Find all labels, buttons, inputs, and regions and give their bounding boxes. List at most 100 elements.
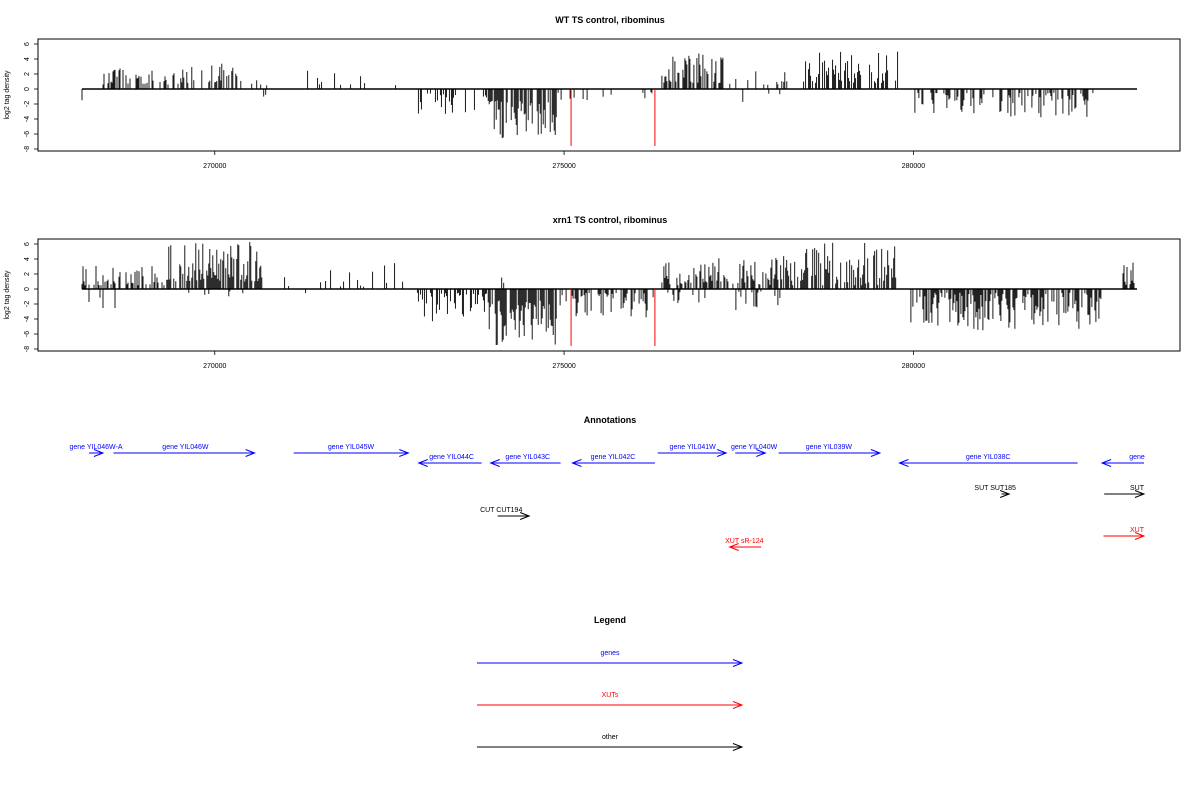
wt-y-axis: 6 4 2 0 -2 -4 -6 -8 bbox=[24, 42, 38, 152]
annotation-feature: XUT sR-124 bbox=[725, 538, 764, 551]
annotation-label: gene YIL042C bbox=[591, 454, 636, 461]
xrn1-y-axis-label: log2 tag density bbox=[4, 270, 11, 320]
feature-arrowhead bbox=[1134, 490, 1146, 498]
feature-arrowhead bbox=[732, 743, 744, 751]
y-tick-label: 2 bbox=[24, 272, 31, 276]
feature-arrowhead bbox=[870, 449, 882, 457]
xrn1-plot-frame bbox=[37, 238, 1181, 352]
y-tick-label: 6 bbox=[24, 242, 31, 246]
y-tick-label: 4 bbox=[24, 257, 31, 261]
annotations-title: Annotations bbox=[584, 415, 637, 425]
annotation-label: gene YIL046W bbox=[162, 444, 209, 451]
annotation-label: gene bbox=[1129, 454, 1145, 461]
annotation-label: gene YIL044C bbox=[429, 454, 474, 461]
y-tick-label: 2 bbox=[24, 72, 31, 76]
y-tick-label: -4 bbox=[24, 316, 31, 322]
annotation-label: XUT bbox=[1130, 527, 1145, 534]
annotation-label: CUT CUT194 bbox=[480, 507, 522, 514]
annotations-panel: Annotations gene YIL046W-A gene YIL046W ge… bbox=[69, 415, 1146, 551]
feature-arrowhead bbox=[898, 459, 909, 467]
legend-title: Legend bbox=[594, 615, 626, 625]
annotation-feature: CUT CUT194 bbox=[480, 507, 531, 520]
annotation-feature: SUT SUT185 bbox=[974, 485, 1016, 498]
annotation-feature: gene bbox=[1100, 454, 1145, 467]
feature-arrowhead bbox=[716, 449, 728, 457]
legend-label: genes bbox=[600, 650, 620, 657]
xrn1-marker-lines bbox=[570, 289, 656, 346]
y-tick-label: 0 bbox=[24, 287, 31, 291]
wt-x-axis: 270000 275000 280000 bbox=[203, 151, 925, 170]
y-tick-label: -8 bbox=[24, 346, 31, 352]
feature-arrowhead bbox=[732, 659, 744, 667]
feature-arrowhead bbox=[519, 512, 531, 520]
annotation-label: SUT bbox=[1130, 485, 1145, 492]
wt-density-panel: WT TS control, ribominus log2 tag densit… bbox=[4, 15, 1181, 170]
legend-item-gene: genes bbox=[477, 650, 744, 667]
feature-arrowhead bbox=[417, 459, 428, 467]
xrn1-y-axis: 6 4 2 0 -2 -4 -6 -8 bbox=[24, 242, 38, 352]
feature-arrowhead bbox=[756, 449, 767, 457]
x-tick-label: 280000 bbox=[902, 163, 925, 170]
feature-arrowhead bbox=[571, 459, 582, 467]
xrn1-density-bars bbox=[81, 242, 1137, 345]
y-tick-label: -2 bbox=[24, 101, 31, 107]
annotation-feature: gene YIL041W bbox=[657, 444, 728, 457]
annotation-label: SUT SUT185 bbox=[974, 485, 1016, 492]
annotation-label: gene YIL041W bbox=[670, 444, 717, 451]
annotation-feature: gene YIL046W bbox=[113, 444, 256, 457]
annotation-feature: gene YIL040W bbox=[731, 444, 778, 457]
annotation-feature: gene YIL039W bbox=[778, 444, 882, 457]
annotation-label: gene YIL038C bbox=[966, 454, 1011, 461]
legend-items: genes XUTs other bbox=[477, 650, 744, 751]
annotation-feature: gene YIL038C bbox=[898, 454, 1078, 467]
xrn1-density-panel: xrn1 TS control, ribominus log2 tag dens… bbox=[4, 215, 1181, 370]
feature-arrowhead bbox=[489, 459, 500, 467]
annotation-feature: XUT bbox=[1103, 527, 1146, 540]
annotation-label: gene YIL039W bbox=[806, 444, 853, 451]
annotation-feature: gene YIL044C bbox=[417, 454, 482, 467]
feature-arrowhead bbox=[732, 701, 744, 709]
feature-arrowhead bbox=[399, 449, 410, 457]
legend-label: other bbox=[602, 734, 619, 741]
feature-arrowhead bbox=[93, 449, 105, 457]
legend-item-xut: XUTs bbox=[477, 692, 744, 709]
x-tick-label: 280000 bbox=[902, 363, 925, 370]
x-tick-label: 270000 bbox=[203, 163, 226, 170]
legend-panel: Legend genes XUTs other bbox=[477, 615, 744, 751]
legend-item-other: other bbox=[477, 734, 744, 751]
annotation-label: gene YIL040W bbox=[731, 444, 778, 451]
annotation-label: gene YIL046W-A bbox=[69, 444, 122, 451]
y-tick-label: 4 bbox=[24, 57, 31, 61]
annotation-features: gene YIL046W-A gene YIL046W gene YIL045W ge… bbox=[69, 444, 1146, 551]
feature-arrowhead bbox=[1100, 459, 1112, 467]
annotation-feature: gene YIL043C bbox=[489, 454, 561, 467]
y-tick-label: -4 bbox=[24, 116, 31, 122]
y-tick-label: -6 bbox=[24, 131, 31, 137]
feature-arrowhead bbox=[245, 449, 256, 457]
feature-arrowhead bbox=[999, 490, 1011, 498]
annotation-feature: gene YIL042C bbox=[571, 454, 655, 467]
feature-arrowhead bbox=[1134, 532, 1146, 540]
legend-label: XUTs bbox=[602, 692, 619, 699]
y-tick-label: -2 bbox=[24, 301, 31, 307]
annotation-feature: gene YIL045W bbox=[293, 444, 410, 457]
annotation-feature: SUT bbox=[1104, 485, 1146, 498]
annotation-label: gene YIL045W bbox=[328, 444, 375, 451]
x-tick-label: 275000 bbox=[552, 163, 575, 170]
wt-y-axis-label: log2 tag density bbox=[4, 70, 11, 120]
annotation-label: gene YIL043C bbox=[505, 454, 550, 461]
y-tick-label: -6 bbox=[24, 331, 31, 337]
annotation-feature: gene YIL046W-A bbox=[69, 444, 123, 457]
x-tick-label: 270000 bbox=[203, 363, 226, 370]
wt-plot-frame bbox=[37, 38, 1181, 152]
y-tick-label: 0 bbox=[24, 87, 31, 91]
x-tick-label: 275000 bbox=[552, 363, 575, 370]
wt-panel-title: WT TS control, ribominus bbox=[555, 15, 665, 25]
wt-marker-lines bbox=[570, 89, 656, 146]
y-tick-label: 6 bbox=[24, 42, 31, 46]
xrn1-panel-title: xrn1 TS control, ribominus bbox=[553, 215, 668, 225]
annotation-label: XUT sR-124 bbox=[725, 538, 763, 545]
y-tick-label: -8 bbox=[24, 146, 31, 152]
wt-density-bars bbox=[81, 51, 1137, 139]
